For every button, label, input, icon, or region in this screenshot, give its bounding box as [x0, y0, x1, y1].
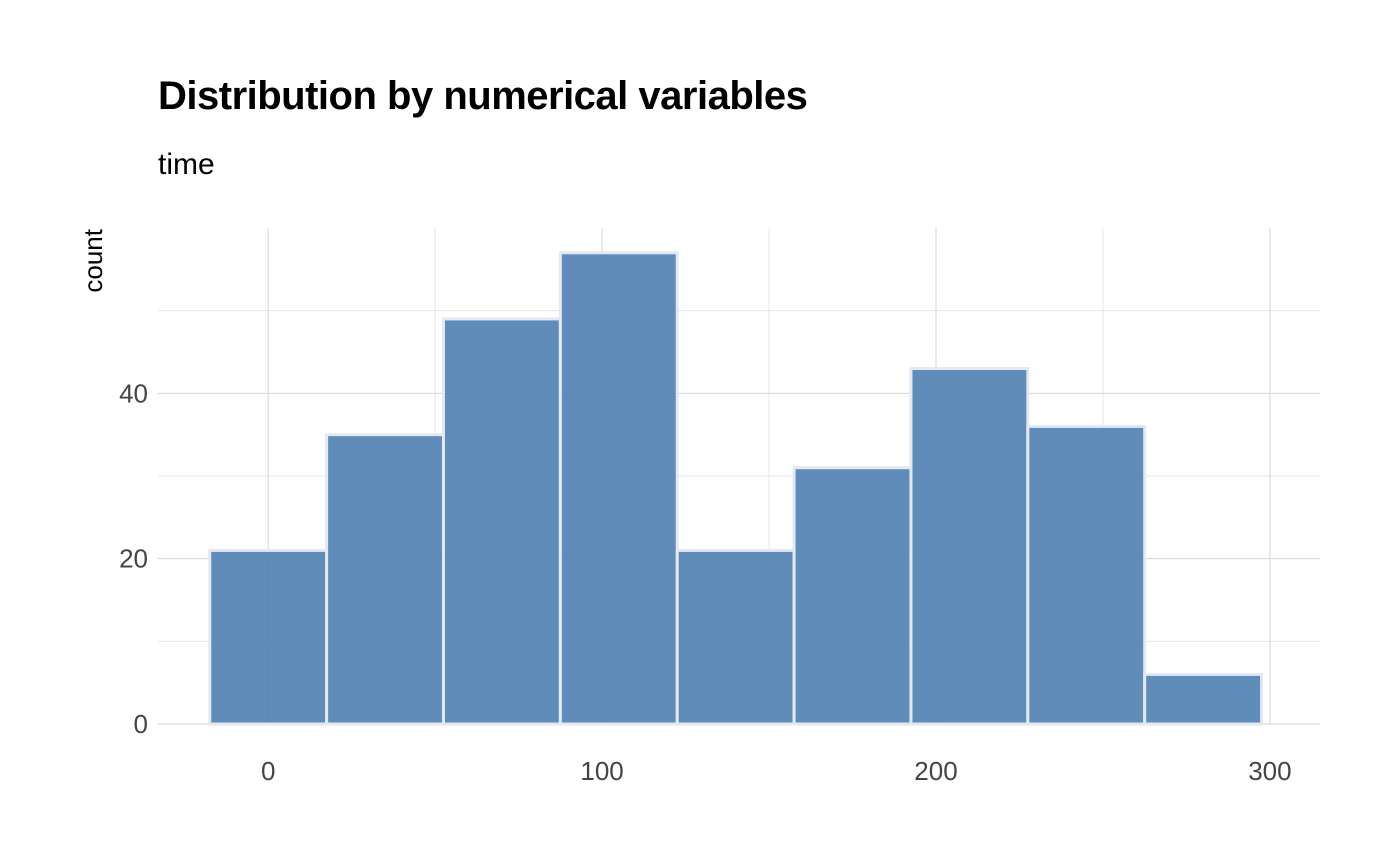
histogram-bar	[441, 317, 562, 726]
y-axis-title: count	[78, 228, 108, 292]
x-tick-label: 100	[580, 756, 623, 786]
histogram-bar	[208, 548, 329, 726]
histogram-bar	[558, 251, 679, 726]
histogram-bar	[675, 548, 796, 726]
chart-title: Distribution by numerical variables	[158, 74, 808, 118]
bar-layer	[208, 251, 1264, 726]
x-tick-label: 300	[1248, 756, 1291, 786]
histogram-bar	[1143, 672, 1264, 726]
x-tick-label: 0	[261, 756, 275, 786]
tick-layer: 0 100 200 300 0 20 40	[119, 378, 1292, 786]
y-tick-label: 20	[119, 544, 148, 574]
chart-subtitle: time	[158, 148, 215, 181]
histogram-bar	[792, 466, 913, 726]
histogram-bar	[909, 367, 1030, 726]
x-tick-label: 200	[914, 756, 957, 786]
y-tick-label: 40	[119, 378, 148, 408]
histogram-bar	[1026, 424, 1147, 726]
histogram-bar	[325, 433, 445, 726]
y-tick-label: 0	[134, 709, 148, 739]
